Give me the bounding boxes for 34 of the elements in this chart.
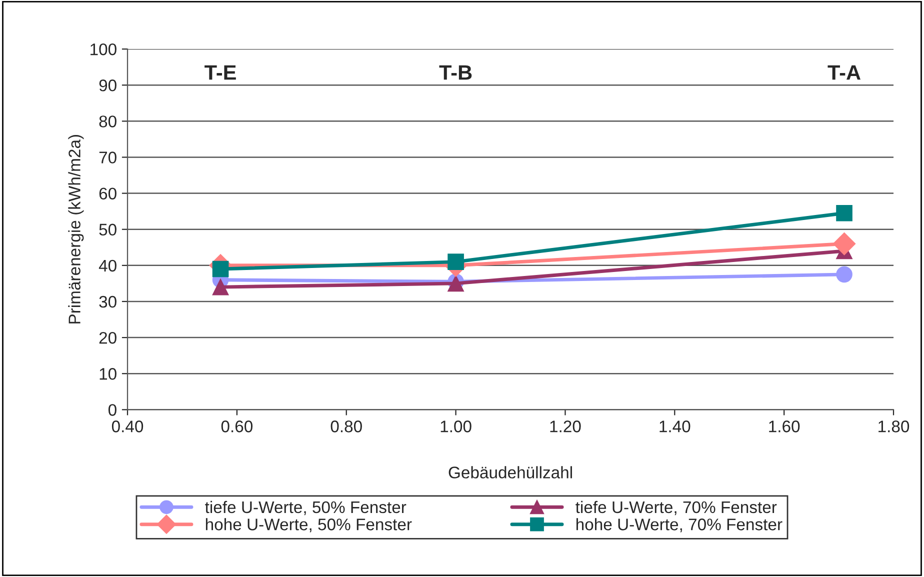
legend-label: tiefe U-Werte, 50% Fenster [205, 500, 406, 516]
point [836, 204, 852, 222]
y-tick-label: 90 [99, 80, 116, 92]
y-tick-label: 0 [108, 404, 116, 416]
annotation: T-A [828, 65, 860, 80]
point [212, 278, 229, 296]
annotation: T-E [204, 65, 236, 80]
legend-label: hohe U-Werte, 50% Fenster [206, 518, 412, 532]
y-tick-label: 10 [100, 368, 116, 380]
y-tick-label: 80 [99, 116, 116, 128]
point [832, 232, 856, 256]
y-tick-label: 70 [99, 152, 116, 164]
x-axis-title: Gebäudehüllzahl [448, 466, 572, 478]
y-tick-label: 20 [99, 332, 116, 344]
point [212, 260, 229, 278]
x-tick-label: 1.60 [769, 420, 800, 432]
y-axis-title: Primärenergie (kWh/m2a) [68, 134, 84, 324]
x-tick-label: 1.00 [440, 420, 472, 432]
y-tick-label: 100 [90, 43, 116, 56]
legend-label: hohe U-Werte, 70% Fenster [576, 518, 782, 532]
annotation: T-B [439, 65, 472, 80]
x-tick-label: 1.20 [550, 420, 581, 432]
y-tick-label: 50 [99, 224, 116, 236]
y-tick-label: 60 [99, 188, 116, 200]
x-tick-label: 1.40 [660, 420, 690, 432]
legend-label: tiefe U-Werte, 70% Fenster [576, 500, 777, 516]
x-tick-label: 0.80 [330, 420, 362, 432]
x-tick-label: 0.60 [221, 420, 253, 432]
y-tick-label: 30 [99, 296, 116, 308]
x-tick-label: 0.40 [112, 420, 144, 432]
x-tick-label: 1.80 [878, 420, 910, 432]
point [836, 266, 852, 283]
y-tick-label: 40 [98, 260, 116, 272]
point [448, 254, 464, 270]
